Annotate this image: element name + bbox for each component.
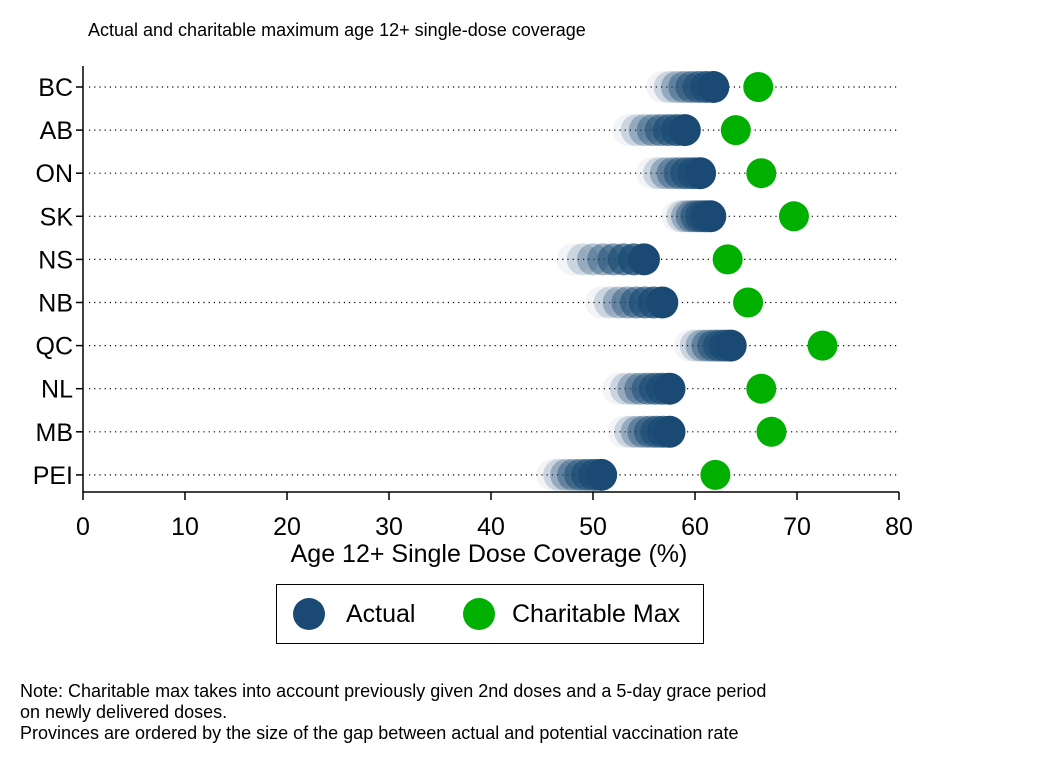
- charitable-max-point: [778, 201, 809, 232]
- charitable-max-point: [746, 373, 777, 404]
- actual-trail-point: [602, 372, 635, 405]
- actual-point: [653, 372, 686, 405]
- category-label: QC: [36, 333, 74, 361]
- actual-point: [653, 415, 686, 448]
- actual-trail-point: [607, 415, 640, 448]
- category-label: PEI: [33, 462, 73, 490]
- category-label: NL: [41, 376, 73, 404]
- charitable-max-point: [700, 459, 731, 490]
- actual-trail-point: [612, 114, 645, 147]
- actual-point: [585, 458, 618, 491]
- actual-point: [694, 200, 727, 233]
- x-tick-label: 30: [375, 513, 403, 541]
- x-tick-label: 10: [171, 513, 199, 541]
- legend-charitable-marker: [463, 598, 495, 630]
- actual-point: [714, 329, 747, 362]
- category-label: NB: [38, 290, 73, 318]
- category-label: SK: [40, 203, 74, 231]
- charitable-max-point: [746, 158, 777, 189]
- actual-trail-point: [556, 243, 589, 276]
- x-tick-label: 50: [579, 513, 607, 541]
- charitable-max-point: [733, 287, 764, 318]
- legend-actual-marker: [293, 598, 325, 630]
- actual-trail-point: [609, 372, 642, 405]
- actual-point: [684, 157, 717, 190]
- charitable-max-point: [743, 72, 774, 102]
- x-tick-label: 20: [273, 513, 301, 541]
- charitable-max-point: [720, 115, 751, 146]
- actual-trail-point: [636, 157, 669, 190]
- chart-title: Actual and charitable maximum age 12+ si…: [88, 20, 586, 40]
- actual-point: [646, 286, 679, 319]
- x-tick-label: 60: [681, 513, 709, 541]
- legend-actual-label: Actual: [346, 600, 416, 628]
- actual-trail-point: [653, 71, 686, 103]
- x-tick-label: 70: [783, 513, 811, 541]
- actual-point: [628, 243, 660, 276]
- actual-trail-point: [585, 286, 618, 319]
- legend-charitable-label: Charitable Max: [512, 600, 681, 628]
- category-label: NS: [38, 246, 73, 274]
- footnote-line-1: Note: Charitable max takes into account …: [20, 681, 767, 701]
- x-tick-label: 80: [885, 513, 913, 541]
- actual-trail-point: [566, 243, 599, 276]
- actual-trail-point: [620, 114, 653, 147]
- legend: Actual Charitable Max: [276, 584, 704, 644]
- actual-trail-point: [536, 458, 569, 491]
- charitable-max-point: [807, 330, 838, 361]
- actual-trail-point: [646, 71, 679, 103]
- category-label: ON: [36, 160, 74, 188]
- actual-trail-point: [673, 329, 706, 362]
- x-tick-label: 40: [477, 513, 505, 541]
- actual-point: [697, 71, 730, 103]
- footnote: Note: Charitable max takes into account …: [20, 681, 766, 744]
- category-label: AB: [40, 117, 73, 145]
- x-axis-title: Age 12+ Single Dose Coverage (%): [291, 540, 688, 568]
- category-label: MB: [36, 419, 74, 447]
- footnote-line-3: Provinces are ordered by the size of the…: [20, 723, 739, 743]
- footnote-line-2: on newly delivered doses.: [20, 702, 228, 722]
- charitable-max-point: [756, 416, 787, 447]
- actual-trail-point: [593, 286, 626, 319]
- actual-point: [668, 114, 701, 147]
- x-tick-label: 0: [76, 513, 90, 541]
- category-label: BC: [38, 74, 73, 102]
- charitable-max-point: [712, 244, 743, 275]
